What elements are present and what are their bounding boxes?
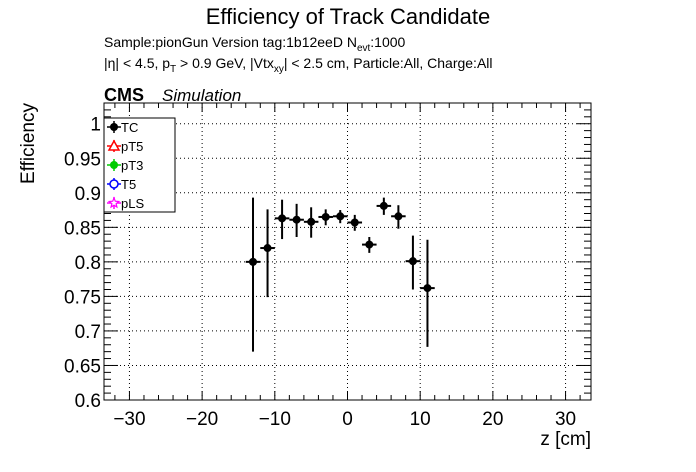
data-point — [408, 257, 417, 266]
data-points — [245, 197, 435, 352]
x-tick-label: −10 — [259, 409, 291, 430]
data-point — [394, 212, 403, 221]
legend: TC pT5 pT3 T5 pLS — [103, 117, 176, 213]
x-tick-label: 10 — [410, 409, 431, 430]
cuts-sub1: T — [170, 64, 176, 75]
legend-label: T5 — [121, 177, 136, 192]
data-point — [350, 218, 359, 227]
legend-label: pT5 — [121, 139, 143, 154]
legend-marker-open-star — [107, 196, 121, 209]
data-point — [379, 201, 388, 210]
x-tick-label: 20 — [482, 409, 503, 430]
y-tick-label: 0.8 — [75, 253, 101, 274]
legend-marker-filled-circle — [110, 161, 118, 169]
sample-info-line: Sample:pionGun Version tag:1b12eeD Nevt:… — [104, 34, 406, 54]
legend-label: pT3 — [121, 158, 143, 173]
x-tick-label: 0 — [342, 409, 353, 430]
y-tick-label: 0.6 — [75, 391, 101, 412]
data-point — [321, 212, 330, 221]
y-tick-label: 1 — [90, 115, 101, 136]
sample-info-suffix: :1000 — [370, 34, 405, 50]
legend-marker-open-triangle — [107, 139, 121, 151]
simulation-label: Simulation — [162, 86, 241, 105]
legend-label: pLS — [121, 196, 144, 211]
y-tick-label: 0.9 — [75, 184, 101, 205]
cuts-part2: > 0.9 GeV, |Vtx — [176, 55, 274, 71]
data-point — [307, 217, 316, 226]
cms-label: CMS — [104, 85, 144, 105]
legend-label: TC — [121, 120, 138, 135]
x-axis-title: z [cm] — [540, 429, 591, 450]
y-tick-label: 0.85 — [64, 218, 101, 239]
data-point — [263, 244, 272, 253]
data-point — [278, 214, 287, 223]
y-axis-title: Efficiency — [18, 103, 39, 184]
x-tick-label: 30 — [555, 409, 576, 430]
y-tick-label: 0.65 — [64, 356, 101, 377]
data-point — [365, 240, 374, 249]
cuts-info-line: |η| < 4.5, pT > 0.9 GeV, |Vtxxy| < 2.5 c… — [104, 55, 493, 75]
data-point — [336, 212, 345, 221]
sample-info-text: Sample:pionGun Version tag:1b12eeD N — [104, 34, 357, 50]
sample-info-sub: evt — [357, 43, 371, 54]
legend-marker-filled-circle — [110, 123, 118, 131]
axis-ticks: −30 −20 −10 0 10 20 30 0.6 0.65 0.7 0.75 0.8 0.85 0.9… — [64, 102, 591, 430]
cuts-part3: | < 2.5 cm, Particle:All, Charge:All — [284, 55, 493, 71]
x-tick-label: −20 — [186, 409, 218, 430]
y-tick-label: 0.7 — [75, 322, 101, 343]
data-point — [423, 284, 432, 293]
data-point — [249, 257, 258, 266]
chart-title: Efficiency of Track Candidate — [206, 4, 491, 29]
cuts-part1: |η| < 4.5, p — [104, 55, 170, 71]
legend-marker-open-circle — [109, 179, 119, 189]
y-tick-label: 0.75 — [64, 287, 101, 308]
grid-lines — [104, 103, 591, 401]
cuts-sub2: xy — [274, 64, 284, 75]
x-tick-label: −30 — [113, 409, 145, 430]
y-tick-label: 0.95 — [64, 149, 101, 170]
data-point — [292, 215, 301, 224]
